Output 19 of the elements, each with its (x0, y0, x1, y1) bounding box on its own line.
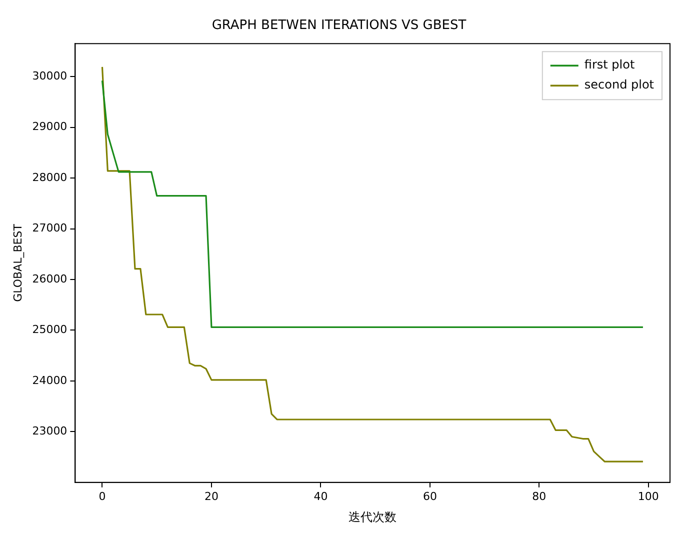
y-tick-label: 30000 (32, 69, 68, 82)
y-tick-label: 28000 (32, 170, 68, 184)
x-tick-label: 60 (422, 490, 437, 503)
x-tick-label: 40 (314, 490, 328, 503)
x-tick-label: 100 (638, 490, 659, 503)
y-tick-label: 23000 (32, 424, 68, 438)
x-tick-label: 0 (98, 490, 106, 503)
y-tick-label: 25000 (32, 323, 68, 336)
x-axis-title: 迭代次数 (348, 510, 397, 524)
y-axis-title: GLOBAL_BEST (11, 224, 24, 302)
y-tick-label: 29000 (32, 120, 68, 134)
y-tick-label: 24000 (32, 374, 68, 387)
chart-title: GRAPH BETWEN ITERATIONS VS GBEST (212, 18, 466, 34)
y-tick-label: 26000 (32, 272, 68, 286)
x-tick-label: 80 (532, 490, 546, 503)
x-tick-label: 20 (204, 490, 218, 503)
legend-label: second plot (584, 78, 654, 92)
legend-label: first plot (584, 58, 635, 72)
y-tick-label: 27000 (32, 222, 68, 235)
